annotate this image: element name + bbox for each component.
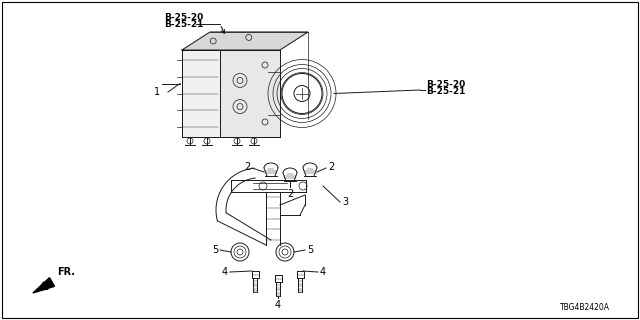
Text: B-25-20: B-25-20: [426, 80, 465, 89]
Text: 5: 5: [307, 245, 313, 255]
Polygon shape: [33, 278, 54, 293]
Text: B-25-21: B-25-21: [426, 87, 465, 96]
Text: 1: 1: [154, 87, 160, 97]
Polygon shape: [182, 32, 308, 50]
Text: 4: 4: [275, 300, 281, 310]
Text: TBG4B2420A: TBG4B2420A: [560, 303, 610, 312]
Bar: [220, 50, 280, 137]
Text: 4: 4: [320, 267, 326, 277]
Text: 2: 2: [287, 189, 293, 199]
Text: B-25-20: B-25-20: [164, 13, 204, 22]
Text: 4: 4: [222, 267, 228, 277]
Text: 2: 2: [328, 162, 334, 172]
Bar: [182, 50, 220, 137]
Text: FR.: FR.: [57, 267, 75, 277]
Text: 5: 5: [212, 245, 218, 255]
Text: B-25-21: B-25-21: [164, 20, 204, 29]
Text: 2: 2: [244, 162, 250, 172]
Text: 3: 3: [342, 197, 348, 207]
